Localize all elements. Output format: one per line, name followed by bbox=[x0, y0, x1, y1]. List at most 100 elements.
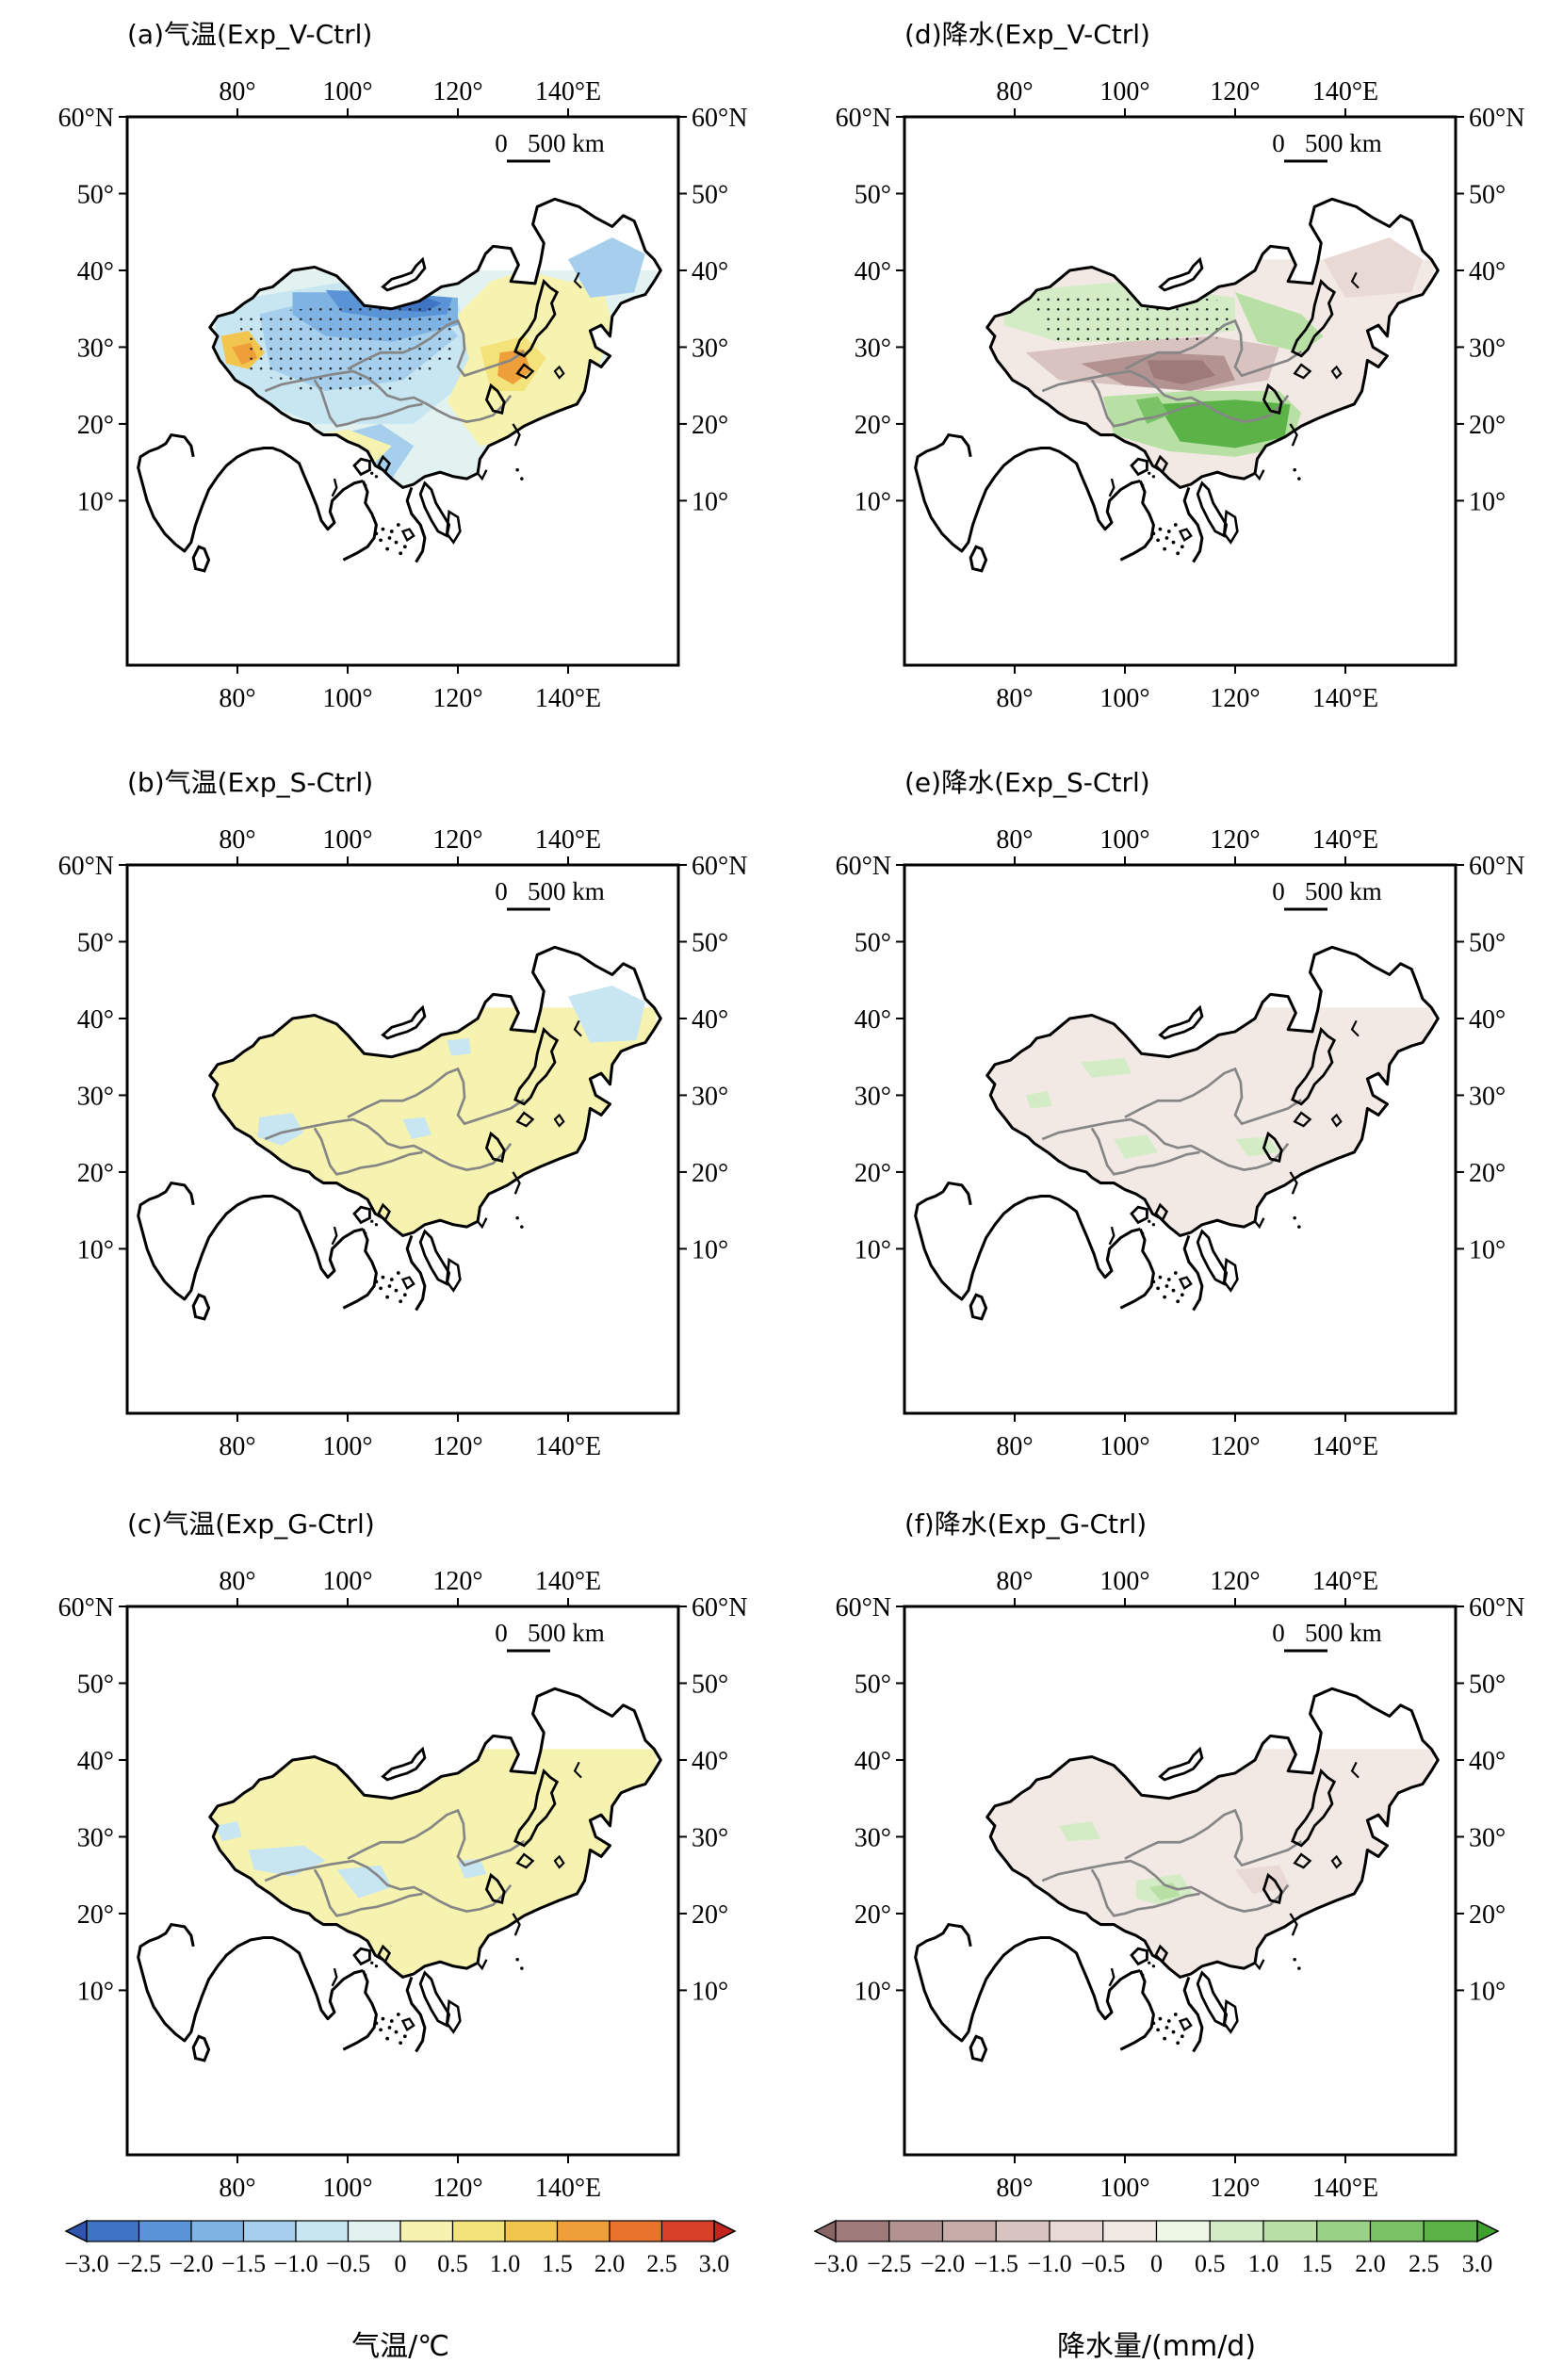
colorbar-bin bbox=[556, 2220, 611, 2242]
lon-tick-label-top: 140°E bbox=[535, 1567, 601, 1596]
panel-title: (f)降水(Exp_G-Ctrl) bbox=[904, 1508, 1147, 1540]
map-frame bbox=[125, 1605, 680, 2157]
colorbar-tick-label: −3.0 bbox=[64, 2250, 108, 2277]
lon-tick-label-top: 80° bbox=[996, 825, 1033, 855]
lat-tick-label-left: 50° bbox=[855, 180, 891, 209]
lat-tick-label-left: 60°N bbox=[58, 852, 114, 881]
lat-tick-label-left: 10° bbox=[855, 487, 891, 516]
map-panel-e: (e)降水(Exp_S-Ctrl) 80° 80° 100° 100° 120° 120° 1… bbox=[836, 767, 1525, 1461]
colorbar-bin bbox=[1102, 2220, 1158, 2242]
panel-title: (b)气温(Exp_S-Ctrl) bbox=[127, 767, 373, 798]
lat-tick-label-right: 30° bbox=[1469, 334, 1506, 363]
lon-tick-label-bottom: 140°E bbox=[535, 684, 601, 713]
lon-tick-label-top: 120° bbox=[432, 1567, 482, 1596]
lat-tick-label-right: 50° bbox=[1469, 928, 1506, 957]
lat-tick-label-left: 40° bbox=[77, 1747, 114, 1776]
lat-tick-label-right: 10° bbox=[692, 1977, 728, 2006]
colorbar-tick-label: −2.0 bbox=[169, 2250, 213, 2277]
lon-tick-label-bottom: 120° bbox=[432, 1432, 482, 1461]
map-frame bbox=[903, 1605, 1457, 2157]
colorbar-bin bbox=[242, 2220, 297, 2242]
colorbar-tick-label: 0 bbox=[1150, 2250, 1163, 2277]
colorbar-tick-label: −0.5 bbox=[1081, 2250, 1125, 2277]
lat-tick-label-right: 50° bbox=[692, 1670, 728, 1699]
colorbar-tick-label: 2.0 bbox=[1355, 2250, 1386, 2277]
colorbar-tick-label: −2.5 bbox=[117, 2250, 161, 2277]
colorbar-bin bbox=[1316, 2220, 1372, 2242]
colorbar-tick-label: −1.5 bbox=[974, 2250, 1018, 2277]
lat-tick-label-left: 20° bbox=[77, 1900, 114, 1930]
lon-tick-label-bottom: 140°E bbox=[535, 1432, 601, 1461]
lon-tick-label-bottom: 140°E bbox=[1312, 684, 1378, 713]
lat-tick-label-right: 40° bbox=[692, 1747, 728, 1776]
lat-tick-label-right: 30° bbox=[1469, 1823, 1506, 1852]
colorbar-under-arrow bbox=[813, 2219, 837, 2243]
lon-tick-label-bottom: 80° bbox=[219, 2174, 255, 2203]
lat-tick-label-left: 10° bbox=[855, 1977, 891, 2006]
lat-tick-label-right: 30° bbox=[1469, 1082, 1506, 1111]
colorbar-tick-label: 3.0 bbox=[1462, 2250, 1493, 2277]
lat-tick-label-left: 30° bbox=[77, 1823, 114, 1852]
lat-tick-label-right: 50° bbox=[692, 928, 728, 957]
colorbar-bin bbox=[399, 2220, 454, 2242]
colorbar-tick-label: 0 bbox=[395, 2250, 407, 2277]
lon-tick-label-top: 140°E bbox=[1312, 77, 1378, 106]
colorbar-bin bbox=[1209, 2220, 1264, 2242]
colorbar-bin bbox=[660, 2220, 715, 2242]
scale-bar-label: 500 km bbox=[1305, 129, 1382, 157]
lat-tick-label-right: 20° bbox=[692, 411, 728, 440]
lat-tick-label-left: 60°N bbox=[836, 104, 891, 133]
scale-bar-zero: 0 bbox=[495, 877, 508, 905]
lon-tick-label-bottom: 140°E bbox=[1312, 2174, 1378, 2203]
colorbar-tick-label: 1.0 bbox=[1248, 2250, 1279, 2277]
lat-tick-label-right: 50° bbox=[1469, 1670, 1506, 1699]
colorbar-tick-label: 3.0 bbox=[699, 2250, 730, 2277]
lat-tick-label-right: 50° bbox=[1469, 180, 1506, 209]
lon-tick-label-bottom: 100° bbox=[1099, 684, 1149, 713]
colorbar-bin bbox=[1049, 2220, 1104, 2242]
lat-tick-label-right: 60°N bbox=[692, 852, 747, 881]
lon-tick-label-top: 120° bbox=[1210, 825, 1260, 855]
lat-tick-label-left: 30° bbox=[855, 334, 891, 363]
significance-stipple bbox=[237, 302, 459, 391]
lat-tick-label-right: 10° bbox=[1469, 1977, 1506, 2006]
colorbar-tick-label: −0.5 bbox=[326, 2250, 370, 2277]
lon-tick-label-top: 80° bbox=[219, 1567, 255, 1596]
lat-tick-label-right: 40° bbox=[692, 1005, 728, 1035]
lon-tick-label-bottom: 100° bbox=[1099, 2174, 1149, 2203]
lat-tick-label-left: 10° bbox=[77, 1235, 114, 1264]
scale-bar-zero: 0 bbox=[495, 129, 508, 157]
lat-tick-label-right: 60°N bbox=[692, 1593, 747, 1622]
colorbar-label: 降水量/(mm/d) bbox=[1057, 2330, 1256, 2363]
map-panel-f: (f)降水(Exp_G-Ctrl) 80° 80° 100° 100° 120° 120° 1… bbox=[836, 1508, 1525, 2203]
lon-tick-label-top: 120° bbox=[1210, 1567, 1260, 1596]
colorbar-bin bbox=[504, 2220, 559, 2242]
lat-tick-label-left: 40° bbox=[855, 1005, 891, 1035]
lon-tick-label-bottom: 80° bbox=[996, 684, 1033, 713]
map-frame bbox=[125, 863, 680, 1415]
lon-tick-label-bottom: 140°E bbox=[535, 2174, 601, 2203]
lat-tick-label-right: 20° bbox=[1469, 411, 1506, 440]
colorbar-bin bbox=[835, 2220, 890, 2242]
lon-tick-label-top: 140°E bbox=[1312, 825, 1378, 855]
colorbar-tick-label: 1.5 bbox=[542, 2250, 573, 2277]
significance-stipple bbox=[1025, 292, 1235, 348]
map-panel-a: (a)气温(Exp_V-Ctrl) 80° 80° 100° 100° 120° 120° 1… bbox=[58, 19, 748, 713]
lon-tick-label-bottom: 80° bbox=[996, 1432, 1033, 1461]
map-frame bbox=[903, 115, 1457, 667]
lat-tick-label-left: 40° bbox=[855, 1747, 891, 1776]
lat-tick-label-left: 50° bbox=[77, 180, 114, 209]
lon-tick-label-bottom: 120° bbox=[432, 2174, 482, 2203]
lat-tick-label-left: 50° bbox=[855, 1670, 891, 1699]
lat-tick-label-right: 10° bbox=[692, 487, 728, 516]
lat-tick-label-left: 30° bbox=[855, 1823, 891, 1852]
colorbar-tick-label: 2.5 bbox=[1409, 2250, 1440, 2277]
panel-title: (d)降水(Exp_V-Ctrl) bbox=[904, 19, 1150, 50]
scale-bar-label: 500 km bbox=[528, 877, 605, 905]
lon-tick-label-bottom: 100° bbox=[322, 2174, 372, 2203]
colorbar-bin bbox=[86, 2220, 140, 2242]
lon-tick-label-top: 120° bbox=[1210, 77, 1260, 106]
colorbar-tick-label: 2.5 bbox=[646, 2250, 677, 2277]
lon-tick-label-top: 80° bbox=[996, 1567, 1033, 1596]
